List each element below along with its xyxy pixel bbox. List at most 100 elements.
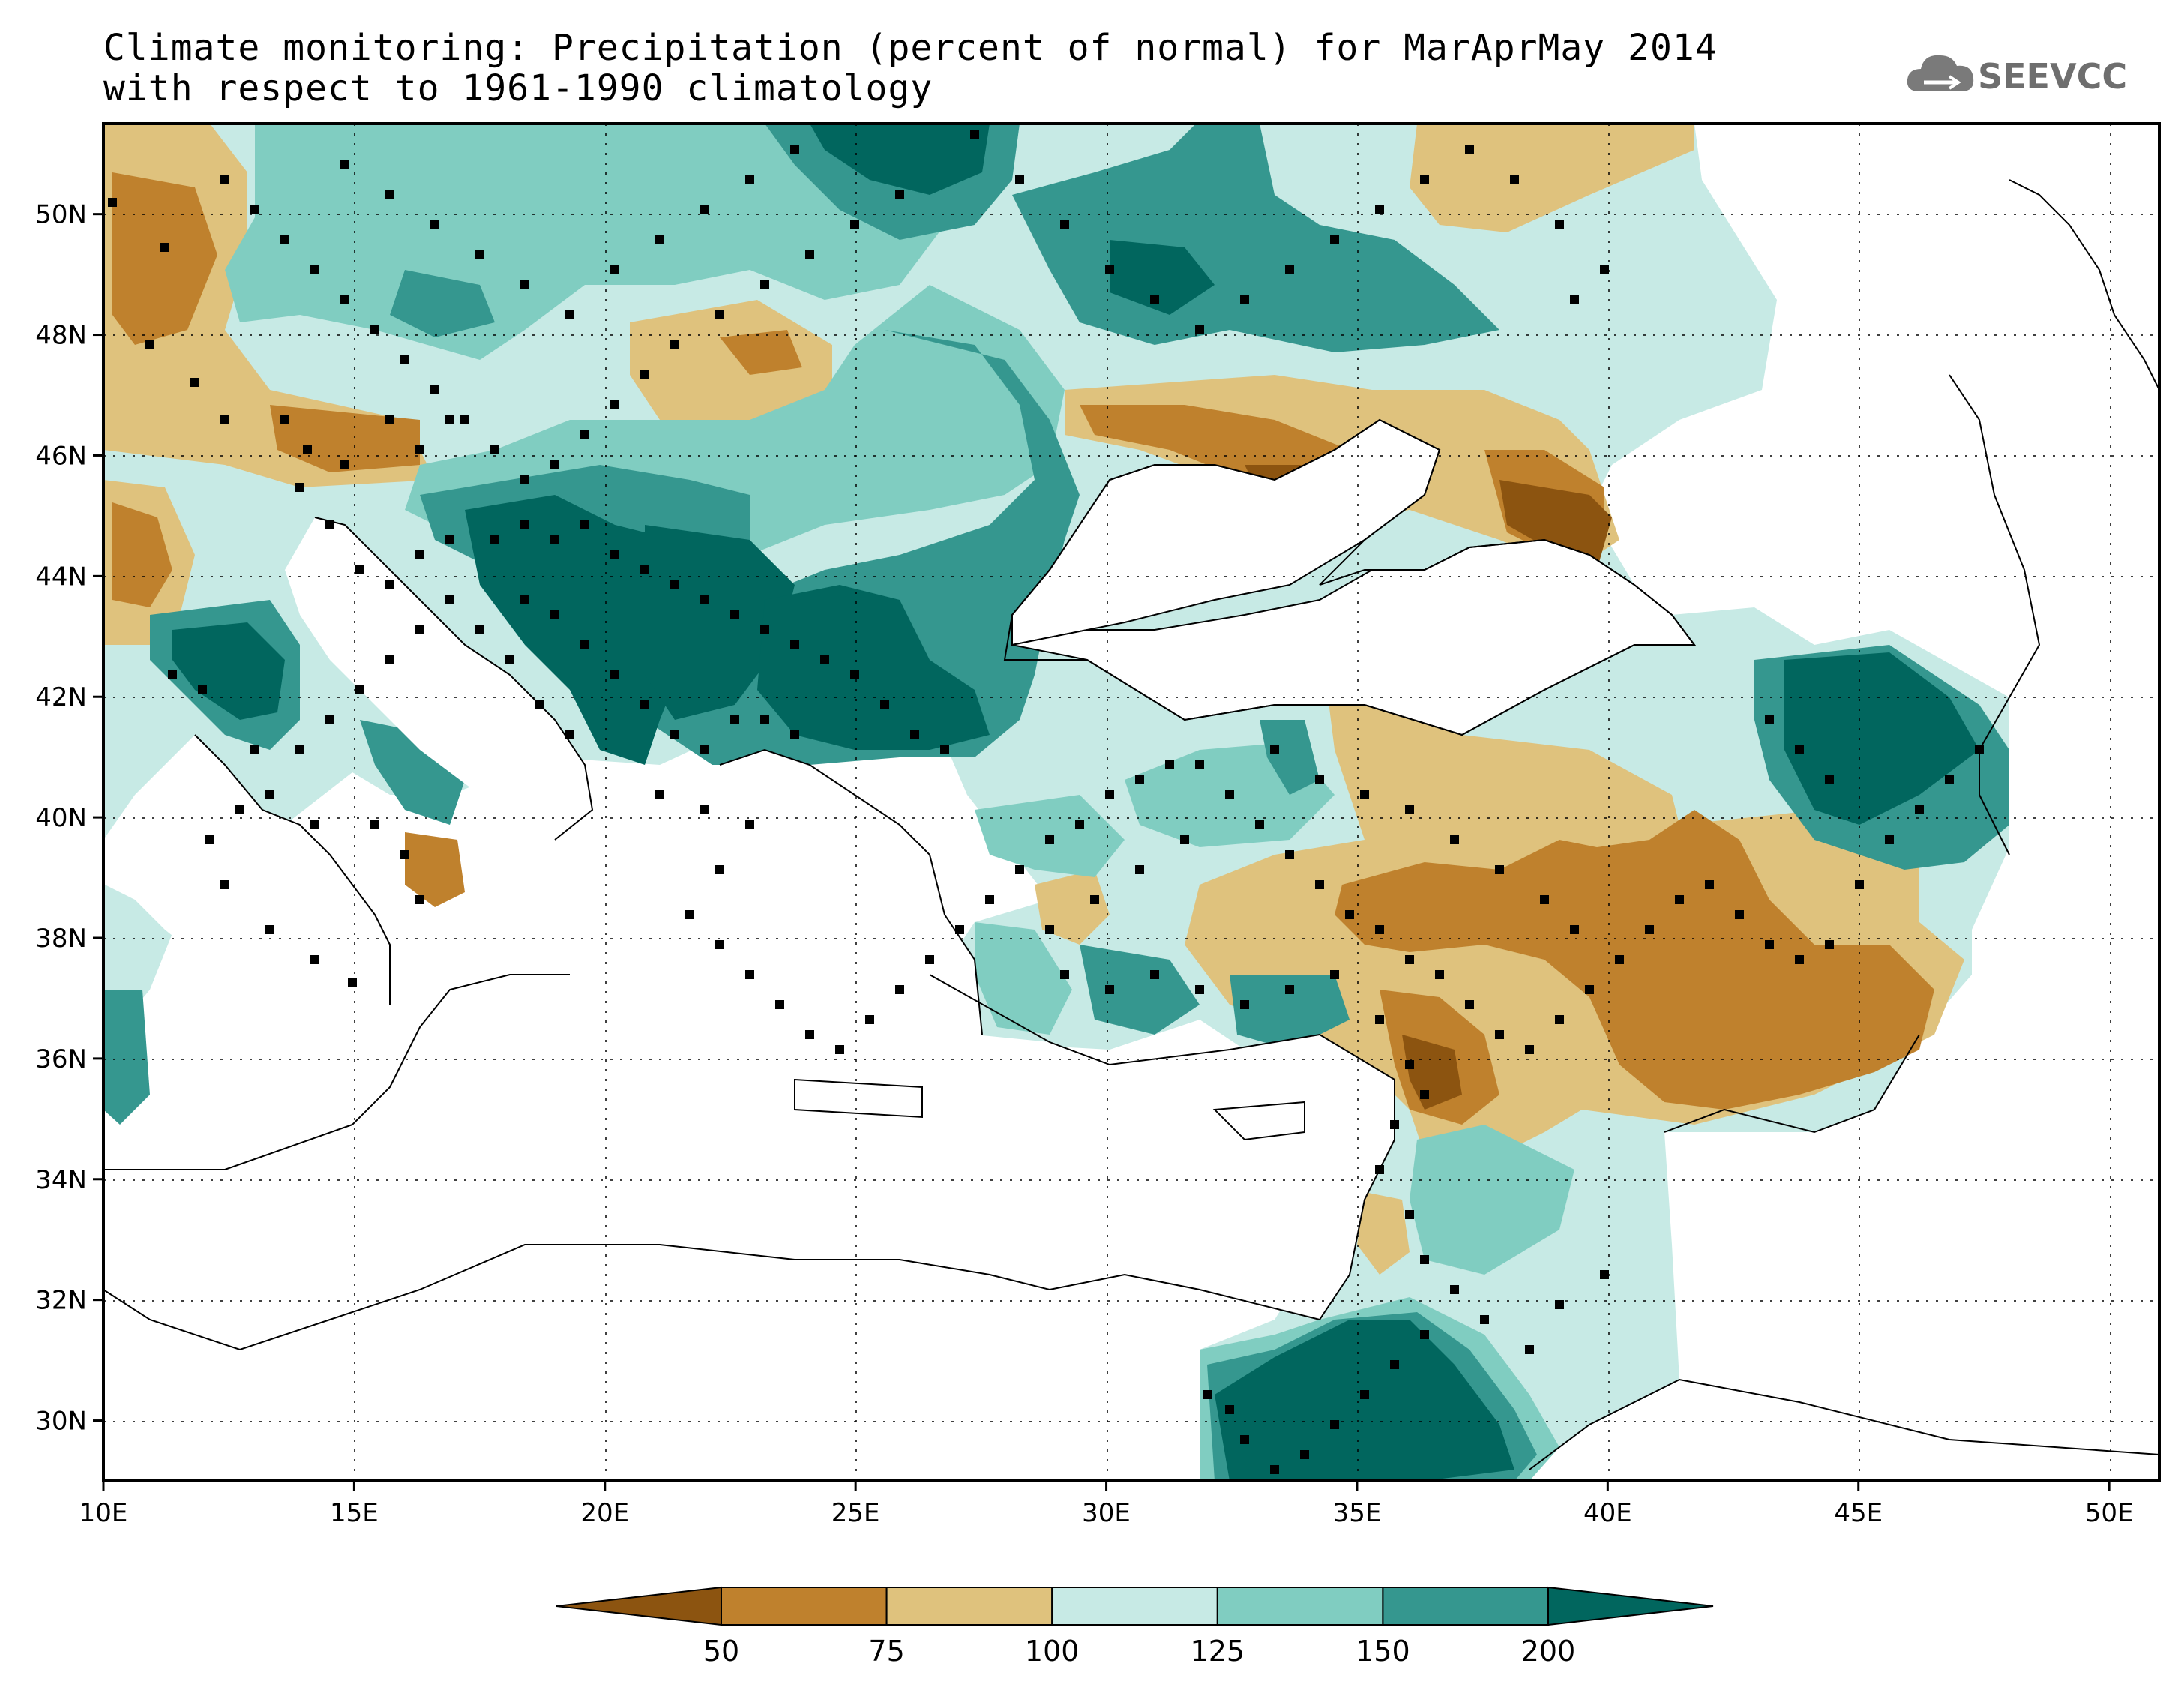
colorbar-label: 75 [868, 1635, 904, 1668]
station-marker [1090, 895, 1099, 904]
station-marker [835, 1045, 844, 1054]
station-marker [715, 865, 724, 874]
station-marker [1480, 1315, 1489, 1324]
station-marker [565, 310, 574, 319]
station-marker [265, 790, 274, 799]
station-marker [970, 130, 979, 139]
station-marker [1045, 835, 1054, 844]
station-marker [1060, 970, 1069, 979]
station-marker [160, 243, 169, 252]
station-marker [940, 745, 949, 754]
seevccc-logo: SEEVCCC [1907, 55, 2129, 97]
station-marker [1330, 970, 1339, 979]
station-marker [1570, 295, 1579, 304]
station-marker [670, 580, 679, 589]
colorbar-segment [1216, 1587, 1384, 1626]
station-marker [1015, 175, 1024, 184]
station-marker [1465, 1000, 1474, 1009]
station-marker [1105, 790, 1114, 799]
sea-masks [103, 418, 1696, 1350]
station-marker [1375, 1165, 1384, 1174]
station-marker [1675, 895, 1684, 904]
map-title-line-1: Climate monitoring: Precipitation (perce… [103, 27, 1718, 69]
station-marker [220, 880, 229, 889]
station-marker [670, 730, 679, 739]
station-marker [1765, 715, 1774, 724]
station-marker [1225, 1405, 1234, 1414]
station-marker [385, 190, 394, 199]
station-marker [1600, 1270, 1609, 1279]
lon-tick-label: 45E [1834, 1498, 1883, 1528]
station-marker [145, 340, 154, 349]
station-marker [1285, 850, 1294, 859]
station-marker [820, 655, 829, 664]
station-marker [895, 190, 904, 199]
station-marker [1270, 745, 1279, 754]
station-marker [1165, 760, 1174, 769]
station-marker [910, 730, 919, 739]
station-marker [1420, 1255, 1429, 1264]
colorbar-segment [1382, 1587, 1550, 1626]
station-marker [1405, 1210, 1414, 1219]
station-marker [1135, 775, 1144, 784]
station-marker [1203, 1390, 1212, 1399]
station-marker [505, 655, 514, 664]
station-marker [790, 730, 799, 739]
station-marker [385, 580, 394, 589]
station-marker [700, 805, 709, 814]
colorbar-label: 125 [1191, 1635, 1245, 1668]
station-marker [1285, 265, 1294, 274]
station-marker [430, 220, 439, 229]
station-marker [1735, 910, 1744, 919]
station-marker [1825, 775, 1834, 784]
station-marker [1510, 175, 1519, 184]
station-marker [370, 820, 379, 829]
station-markers [108, 130, 1984, 1474]
station-marker [220, 415, 229, 424]
station-marker [610, 670, 619, 679]
lat-tick-label: 48N [35, 321, 87, 351]
station-marker [775, 1000, 784, 1009]
station-marker [1540, 895, 1549, 904]
station-marker [1405, 955, 1414, 964]
station-marker [1495, 1030, 1504, 1039]
station-marker [340, 460, 349, 469]
lat-tick-label: 34N [35, 1165, 87, 1195]
station-marker [730, 610, 739, 619]
station-marker [640, 700, 649, 709]
station-marker [1240, 295, 1249, 304]
station-marker [1105, 265, 1114, 274]
latitude-axis: 30N 32N 34N 36N 38N 40N 42N 44N 46N 48N 50N [35, 200, 103, 1437]
station-marker [325, 520, 334, 529]
station-marker [880, 700, 889, 709]
station-marker [168, 670, 177, 679]
station-marker [640, 370, 649, 379]
station-marker [1555, 220, 1564, 229]
station-marker [1405, 805, 1414, 814]
station-marker [1270, 1465, 1279, 1474]
station-marker [1945, 775, 1954, 784]
station-marker [1015, 865, 1024, 874]
station-marker [430, 385, 439, 394]
station-marker [805, 250, 814, 259]
station-marker [700, 595, 709, 604]
station-marker [865, 1015, 874, 1024]
station-marker [490, 535, 499, 544]
station-marker [1300, 1450, 1309, 1459]
map-frame [102, 122, 2161, 1482]
station-marker [895, 985, 904, 994]
station-marker [850, 670, 859, 679]
colorbar-label: 200 [1521, 1635, 1576, 1668]
station-marker [1375, 205, 1384, 214]
station-marker [520, 475, 529, 484]
colorbar-label: 150 [1356, 1635, 1410, 1668]
lat-tick-label: 40N [35, 803, 87, 833]
station-marker [1345, 910, 1354, 919]
station-marker [475, 250, 484, 259]
station-marker [198, 685, 207, 694]
colorbar-label: 100 [1025, 1635, 1080, 1668]
station-marker [1585, 985, 1594, 994]
colorbar-segment [885, 1587, 1053, 1626]
station-marker [1555, 1015, 1564, 1024]
lon-tick-label: 25E [831, 1498, 880, 1528]
